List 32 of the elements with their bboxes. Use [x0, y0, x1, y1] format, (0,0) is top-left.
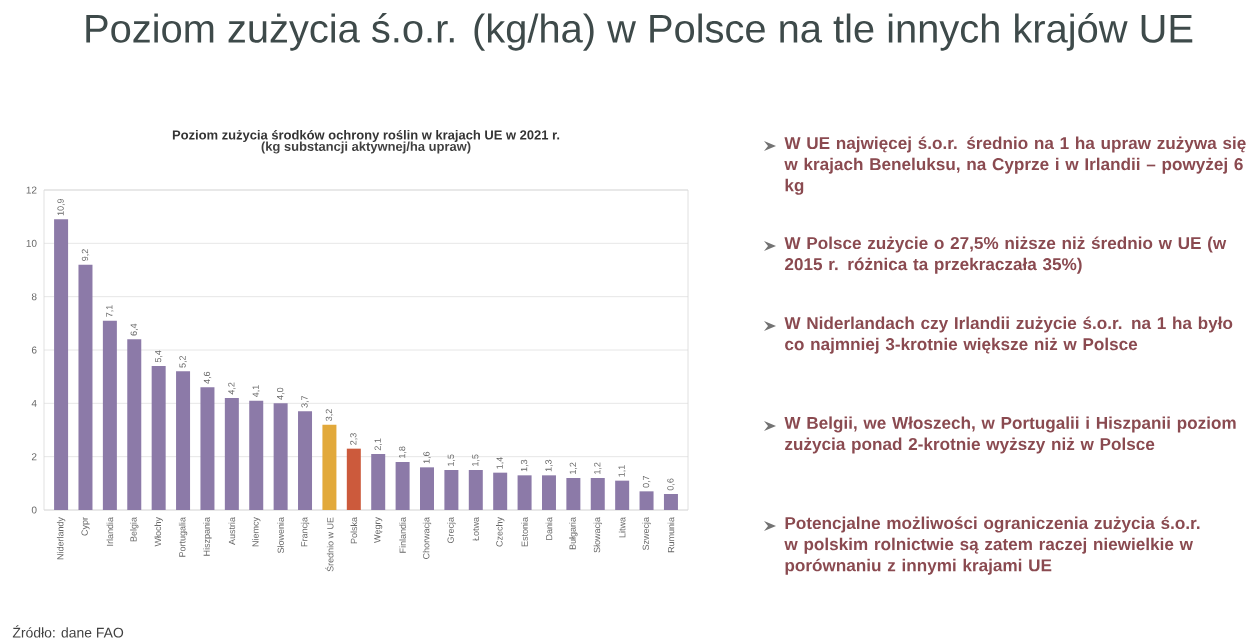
- text: W Niderlandach czy Irlandii zużycie ś.o.r. na 1 ha było co najmniej 3-krotnie większe niż w Polsce: [784, 316, 1233, 354]
- bar: [444, 470, 459, 510]
- bar: [395, 462, 410, 510]
- bar: [273, 403, 288, 510]
- chart-title: Poziom zużycia ś.o.r. (kg/ha) w Polsce na tle innych krajów UE: [86, 13, 1193, 51]
- bar: [127, 339, 142, 510]
- bar: [322, 424, 337, 510]
- text: Potencjalne możliwości ograniczenia zużycia ś.o.r. w polskim rolnictwie są zatem raczej niewielkie w porównaniu z innymi krajami UE: [784, 516, 1200, 575]
- bar: [200, 387, 215, 510]
- bar: [517, 475, 532, 510]
- text: W Polsce zużycie o 27,5% niższe niż średnio w UE (w 2015 r. różnica ta przekraczała 35%): [784, 236, 1227, 274]
- bar: [298, 411, 313, 510]
- bar: [493, 472, 508, 510]
- bar: [102, 320, 117, 510]
- bar: [566, 478, 581, 510]
- text: W Belgii, we Włoszech, w Portugalii i Hiszpanii poziom zużycia ponad 2-krotnie wyższy niż w Polsce: [784, 416, 1236, 454]
- bar: [615, 480, 630, 510]
- bar: [346, 448, 361, 510]
- bar: [249, 400, 264, 510]
- bar: [541, 475, 556, 510]
- bar: [371, 454, 386, 510]
- bar: [224, 398, 239, 510]
- bar: [420, 467, 434, 510]
- bar: [78, 264, 93, 510]
- bar: [176, 371, 191, 510]
- bar: [54, 219, 69, 510]
- bar: [663, 494, 678, 510]
- bar: [151, 366, 166, 510]
- bar: [468, 470, 483, 510]
- bar: [590, 478, 605, 510]
- text: W UE najwięcej ś.o.r. średnio na 1 ha upraw zużywa się w krajach Beneluksu, na Cyprze i w Irlandii – powyżej 6 kg: [784, 136, 1246, 195]
- bar: [639, 491, 654, 510]
